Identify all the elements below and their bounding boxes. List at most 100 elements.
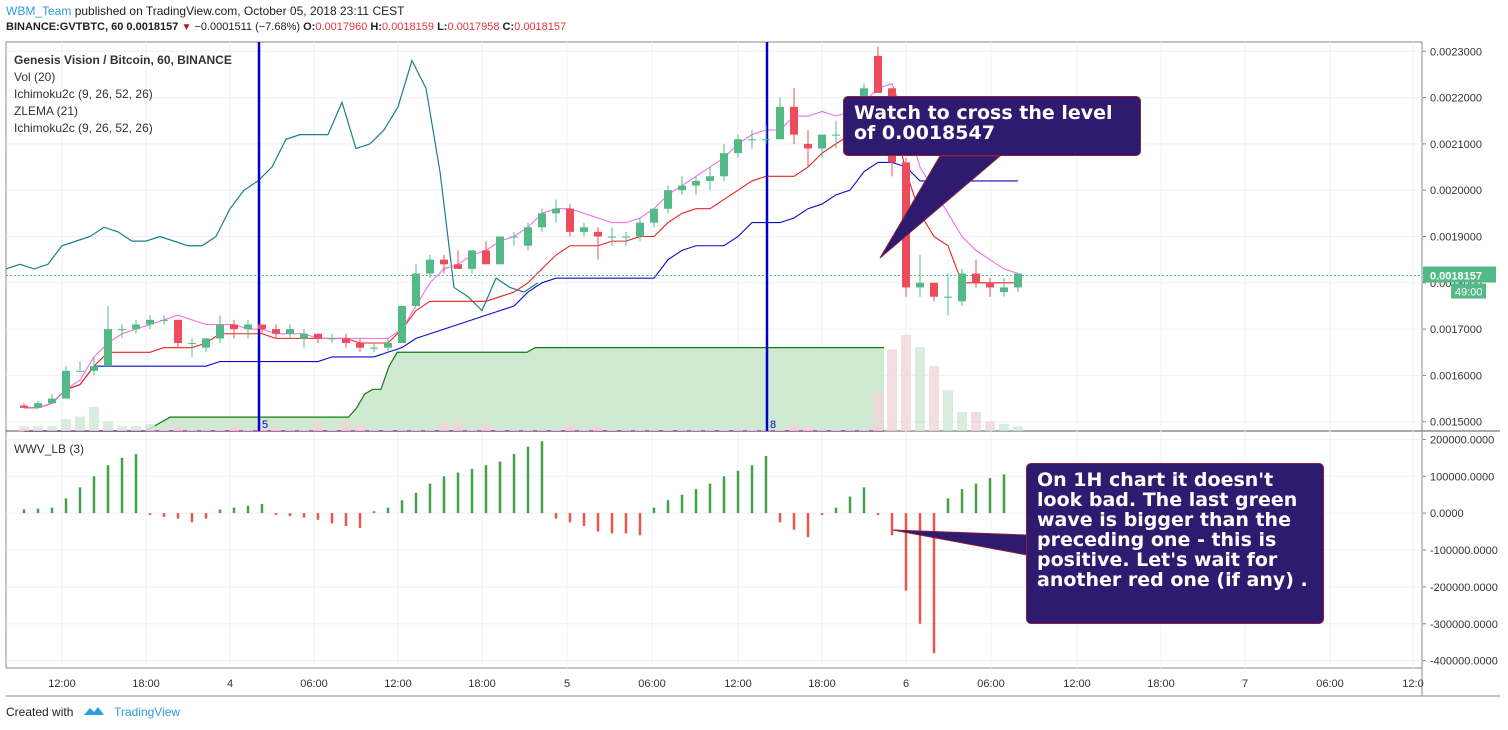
volume-bar <box>145 423 155 431</box>
volume-bar <box>313 421 323 431</box>
volume-bar <box>383 426 393 431</box>
volume-bar <box>845 426 855 431</box>
x-tick-label: 18:00 <box>1147 678 1175 690</box>
osc-tick-label: 200000.0000 <box>1430 434 1494 446</box>
volume-bar <box>593 426 603 431</box>
candle-up <box>916 282 924 288</box>
volume-bar <box>677 421 687 431</box>
candle-up <box>748 139 756 141</box>
volume-bar <box>187 426 197 431</box>
candle-up <box>650 208 658 223</box>
osc-tick-label: -100000.0000 <box>1430 545 1498 557</box>
volume-bar <box>33 426 43 431</box>
legend-title: Genesis Vision / Bitcoin, 60, BINANCE <box>14 53 232 67</box>
candle-up <box>664 190 672 209</box>
candle-down <box>930 282 938 297</box>
candle-down <box>440 259 448 265</box>
ichimoku-cloud <box>24 347 884 432</box>
candle-up <box>300 333 308 339</box>
publish-line: WBM_Team published on TradingView.com, O… <box>6 4 404 18</box>
candle-down <box>566 208 574 232</box>
volume-bar <box>999 423 1009 431</box>
candle-up <box>1014 273 1022 288</box>
x-tick-label: 5 <box>564 678 570 690</box>
candle-up <box>188 343 196 345</box>
candle-up <box>552 208 560 214</box>
volume-bar <box>775 421 785 431</box>
volume-bar <box>831 423 841 431</box>
high-value: 0.0018159 <box>382 21 435 33</box>
x-tick-label: 18:00 <box>468 678 496 690</box>
candle-up <box>146 319 154 325</box>
candle-down <box>874 55 882 93</box>
candle-up <box>132 324 140 330</box>
x-tick-label: 6 <box>903 678 909 690</box>
candle-up <box>62 370 70 399</box>
callout-watch-level: Watch to cross the level of 0.0018547 <box>843 96 1141 156</box>
tradingview-logo-icon <box>83 707 104 715</box>
volume-bar <box>243 426 253 431</box>
legend-item: ZLEMA (21) <box>14 104 78 118</box>
volume-bar <box>579 426 589 431</box>
candle-down <box>258 324 266 330</box>
candle-down <box>804 143 812 149</box>
volume-bar <box>61 419 71 431</box>
down-arrow-icon: ▼ <box>181 22 192 33</box>
axes: 12:00 18:00 4 06:00 12:00 18:00 5 06:00 12:00 18:… <box>48 46 1498 690</box>
last-price-tag-label: 0.0018157 <box>1430 271 1482 283</box>
y-tick-label: 0.0017000 <box>1430 324 1482 336</box>
callout-pointer-bottom <box>892 529 1028 556</box>
osc-tick-label: -200000.0000 <box>1430 582 1498 594</box>
volume-bar <box>537 426 547 431</box>
candle-down <box>790 106 798 135</box>
candle-up <box>958 273 966 302</box>
footer: Created with TradingView <box>6 705 180 719</box>
candle-up <box>720 153 728 177</box>
volume-bar <box>481 423 491 431</box>
volume-bar <box>719 423 729 431</box>
candle-up <box>706 176 714 181</box>
candle-up <box>384 343 392 348</box>
volume-bar <box>439 421 449 431</box>
x-tick-label: 12:0 <box>1402 678 1423 690</box>
y-tick-label: 0.0022000 <box>1430 93 1482 105</box>
wwv-oscillator: WWV_LB (3) <box>14 441 1006 654</box>
open-value: 0.0017960 <box>315 21 368 33</box>
candle-up <box>244 324 252 330</box>
volume-bar <box>257 426 267 431</box>
tradingview-link[interactable]: TradingView <box>114 705 181 719</box>
x-tick-label: 06:00 <box>1316 678 1344 690</box>
volume-bar <box>131 426 141 431</box>
countdown-tag <box>1451 283 1486 299</box>
candle-up <box>636 222 644 237</box>
candle-up <box>524 227 532 246</box>
candle-down <box>342 338 350 344</box>
volume-bar <box>495 423 505 431</box>
volume-bar <box>873 392 883 431</box>
candle-up <box>832 134 840 136</box>
candle-up <box>622 236 630 238</box>
volume-bar <box>985 421 995 431</box>
x-tick-label: 12:00 <box>1063 678 1091 690</box>
candle-down <box>356 343 364 348</box>
volume-bar <box>705 426 715 431</box>
candle-up <box>608 236 616 238</box>
candle-up <box>202 338 210 348</box>
volume-bar <box>929 366 939 431</box>
x-tick-label: 06:00 <box>638 678 666 690</box>
author-link[interactable]: WBM_Team <box>6 4 72 18</box>
y-tick-label: 0.0020000 <box>1430 185 1482 197</box>
y-tick-label: 0.0021000 <box>1430 139 1482 151</box>
volume-bar <box>397 423 407 431</box>
volume-bar <box>789 423 799 431</box>
volume-bar <box>887 349 897 431</box>
volume-bar <box>215 426 225 431</box>
candle-up <box>580 227 588 232</box>
chikou-line <box>5 58 539 312</box>
osc-tick-label: -300000.0000 <box>1430 619 1498 631</box>
candle-up <box>118 329 126 331</box>
ohlc-line: BINANCE:GVTBTC, 60 0.0018157 ▼ −0.000151… <box>6 21 566 33</box>
candle-up <box>90 366 98 371</box>
candle-up <box>48 398 56 404</box>
